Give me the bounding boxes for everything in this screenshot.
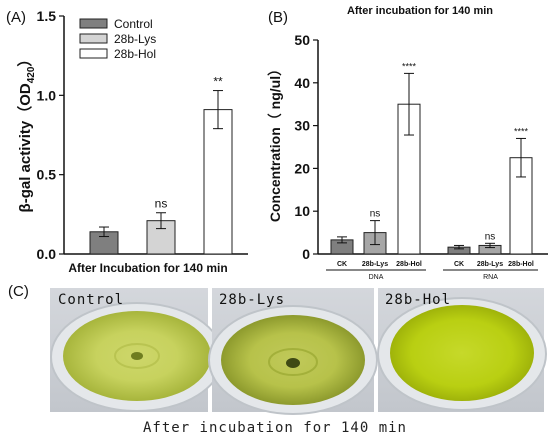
panel-c: (C) — [8, 283, 547, 415]
panel-b: (B) After incubation for 140 min Concent… — [267, 5, 548, 281]
significance-label: **** — [402, 61, 417, 71]
legend-swatch-control — [79, 18, 108, 29]
panel-b-y-tick-label: 0 — [302, 246, 310, 262]
panel-c-caption: After incubation for 140 min — [142, 420, 407, 436]
panel-b-y-tick-label: 30 — [294, 118, 310, 134]
panel-a-y-label-sub: 420 — [26, 66, 37, 83]
panel-b-y-axis: 0 10 20 30 40 50 — [294, 32, 548, 262]
panel-a-y-label: β-gal activity（OD420） — [16, 52, 37, 213]
legend-swatch-28b-hol — [79, 48, 108, 59]
photo-label-28b-hol: 28b-Hol — [385, 292, 452, 308]
x-tick-label: 28b-Hol — [508, 261, 534, 268]
well-center-control — [131, 352, 143, 360]
significance-label: ns — [155, 197, 168, 211]
panel-b-y-tick-label: 40 — [294, 75, 310, 91]
photo-28b-lys — [208, 288, 378, 415]
well-ring-control — [114, 343, 160, 369]
panel-b-title: After incubation for 140 min — [347, 5, 493, 17]
panel-a-bars: ns ** — [89, 75, 233, 255]
significance-label: ns — [370, 209, 381, 220]
panel-b-y-tick-label: 10 — [294, 203, 310, 219]
legend-label-control: Control — [114, 17, 153, 31]
x-tick-label: CK — [454, 261, 464, 268]
bar-28b-hol — [203, 109, 233, 255]
x-tick-label: 28b-Lys — [362, 261, 388, 268]
photo-label-control: Control — [58, 292, 125, 308]
x-tick-label: 28b-Hol — [396, 261, 422, 268]
legend-label-28b-hol: 28b-Hol — [114, 47, 156, 61]
bar-28b-lys — [146, 220, 176, 255]
panel-a-y-tick-label: 1.0 — [37, 87, 57, 103]
panel-a-label: (A) — [6, 9, 26, 26]
panel-b-y-tick-label: 20 — [294, 160, 310, 176]
group-label-rna: RNA — [483, 274, 498, 281]
panel-a-x-label: After Incubation for 140 min — [68, 261, 227, 275]
panel-c-label: (C) — [8, 283, 29, 300]
photo-28b-hol — [377, 288, 547, 412]
panel-b-y-label: Concentration（ ng/ul） — [267, 62, 283, 222]
significance-label: ns — [485, 231, 496, 242]
significance-label: ** — [213, 75, 223, 89]
panel-a-y-label-main: β-gal activity（OD — [16, 83, 34, 212]
panel-a-y-tick-label: 1.5 — [37, 8, 57, 24]
panel-a-y-tick-label: 0.5 — [37, 167, 57, 183]
legend-swatch-28b-lys — [79, 33, 108, 44]
photo-label-28b-lys: 28b-Lys — [219, 292, 286, 308]
well-liquid-28b-hol — [390, 305, 534, 401]
x-tick-label: 28b-Lys — [477, 261, 503, 268]
group-label-dna: DNA — [369, 274, 384, 281]
well-ring-28b-lys — [268, 348, 318, 376]
panel-a-y-label-end: ） — [16, 52, 34, 67]
panel-b-bars: CK ns 28b-Lys **** 28b-Hol DNA CK ns 28b-Lys ****… — [326, 61, 538, 281]
panel-a-y-tick-label: 0.0 — [37, 246, 57, 262]
legend-label-28b-lys: 28b-Lys — [114, 32, 156, 46]
photo-control — [50, 288, 224, 412]
panel-b-label: (B) — [268, 9, 288, 26]
panel-b-y-tick-label: 50 — [294, 32, 310, 48]
x-tick-label: CK — [337, 261, 347, 268]
significance-label: **** — [514, 126, 529, 136]
well-center-28b-lys — [286, 358, 300, 368]
